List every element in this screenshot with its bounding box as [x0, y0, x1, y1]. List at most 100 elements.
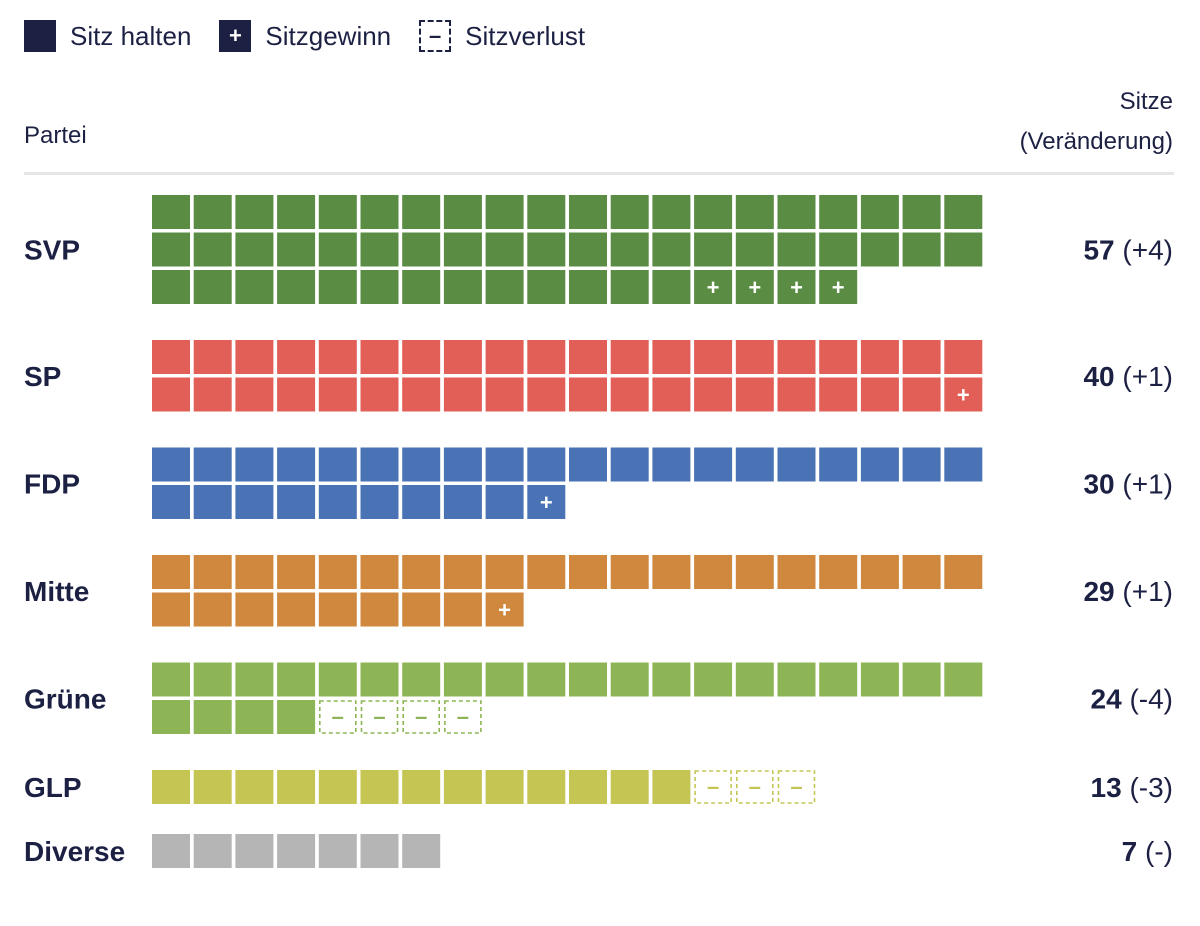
seat-held-svp: [652, 195, 691, 229]
seat-held-svp: [485, 232, 524, 267]
seat-held-fdp: [152, 447, 190, 482]
seat-held-svp: [652, 232, 691, 267]
seat-count-fdp: 30 (+1): [1083, 468, 1173, 499]
seat-held-mitte: [152, 555, 190, 589]
seat-change: (+1): [1115, 468, 1173, 499]
seat-held-mitte: [402, 555, 441, 589]
seat-held-svp: [527, 270, 566, 304]
seat-count-number: 57: [1083, 235, 1114, 266]
seat-held-svp: [902, 232, 941, 267]
seat-held-svp: [527, 232, 566, 267]
seat-gained-svp: [694, 270, 733, 304]
seat-held-mitte: [277, 555, 316, 589]
seat-held-sp: [735, 340, 774, 374]
party-group-sp: + SP 40 (+1): [24, 340, 1173, 412]
seat-held-mitte: [193, 555, 232, 589]
seat-held-svp: [360, 195, 399, 229]
seat-held-fdp: [402, 447, 441, 482]
seat-held-fdp: [485, 447, 524, 482]
seat-change: (+1): [1115, 576, 1173, 607]
seat-held-grune: [610, 662, 649, 697]
seat-held-grune: [777, 662, 816, 697]
seat-held-mitte: [860, 555, 899, 589]
seat-lost-grune: [444, 700, 482, 734]
seat-count-number: 13: [1091, 772, 1122, 803]
seat-held-svp: [235, 195, 274, 229]
seat-lost-grune: [318, 700, 357, 734]
seat-lost-glp: [694, 770, 732, 804]
seat-held-sp: [402, 377, 441, 412]
seat-held-sp: [777, 340, 816, 374]
seat-held-mitte: [485, 555, 524, 589]
party-label-diverse: Diverse: [24, 836, 125, 867]
seat-held-mitte: [944, 555, 983, 589]
seat-lost-grune: [402, 700, 441, 734]
seat-held-svp: [694, 195, 733, 229]
seat-gained-svp: [777, 270, 816, 304]
legend-swatch-hold: [24, 20, 56, 52]
seat-count-number: 29: [1083, 576, 1114, 607]
seat-held-diverse: [318, 834, 357, 868]
seat-held-sp: [652, 377, 691, 412]
seat-held-fdp: [402, 485, 441, 519]
seat-held-svp: [485, 195, 524, 229]
seat-held-mitte: [235, 592, 274, 627]
seat-held-svp: [569, 270, 607, 304]
seat-held-svp: [569, 195, 607, 229]
seat-held-glp: [152, 770, 190, 804]
seat-held-glp: [193, 770, 232, 804]
seat-held-svp: [443, 270, 482, 304]
seat-held-svp: [318, 195, 357, 229]
plus-icon: +: [832, 275, 845, 300]
plus-icon: +: [957, 383, 970, 408]
party-label-glp: GLP: [24, 772, 82, 803]
seat-held-fdp: [360, 447, 399, 482]
seat-held-fdp: [610, 447, 649, 482]
column-header-party: Partei: [24, 122, 87, 149]
party-label-fdp: FDP: [24, 468, 80, 499]
seat-held-mitte: [360, 555, 399, 589]
seat-gained-sp: [944, 377, 983, 412]
seat-held-svp: [193, 195, 232, 229]
minus-icon: –: [790, 774, 802, 799]
seat-held-glp: [569, 770, 607, 804]
seat-held-sp: [318, 340, 357, 374]
header-divider: [24, 172, 1174, 175]
seat-held-glp: [443, 770, 482, 804]
seat-held-svp: [277, 232, 316, 267]
seat-held-sp: [318, 377, 357, 412]
seat-held-svp: [193, 232, 232, 267]
seat-held-mitte: [360, 592, 399, 627]
seat-held-glp: [652, 770, 691, 804]
seat-held-svp: [694, 232, 733, 267]
seat-held-sp: [652, 340, 691, 374]
legend-label-gain: Sitzgewinn: [265, 20, 392, 51]
seat-held-mitte: [318, 555, 357, 589]
seat-held-glp: [485, 770, 524, 804]
seat-held-fdp: [152, 485, 190, 519]
seat-held-svp: [402, 270, 441, 304]
minus-icon: –: [457, 704, 469, 729]
seat-held-grune: [318, 662, 357, 697]
seat-change: (-4): [1122, 683, 1173, 714]
seat-count-mitte: 29 (+1): [1083, 576, 1173, 607]
seat-held-grune: [360, 662, 399, 697]
seat-held-sp: [694, 377, 733, 412]
seat-held-sp: [485, 377, 524, 412]
seat-held-sp: [735, 377, 774, 412]
minus-icon: –: [419, 20, 452, 52]
seat-held-sp: [777, 377, 816, 412]
seat-held-svp: [193, 270, 232, 304]
seat-held-grune: [944, 662, 983, 697]
seat-held-svp: [777, 232, 816, 267]
seat-lost-glp: [777, 770, 816, 804]
seat-held-sp: [152, 340, 190, 374]
seat-held-fdp: [193, 447, 232, 482]
party-group-mitte: + Mitte 29 (+1): [24, 555, 1173, 627]
seat-held-fdp: [569, 447, 607, 482]
seat-held-grune: [819, 662, 858, 697]
minus-icon: –: [373, 704, 385, 729]
seat-held-sp: [902, 377, 941, 412]
seat-held-svp: [235, 232, 274, 267]
